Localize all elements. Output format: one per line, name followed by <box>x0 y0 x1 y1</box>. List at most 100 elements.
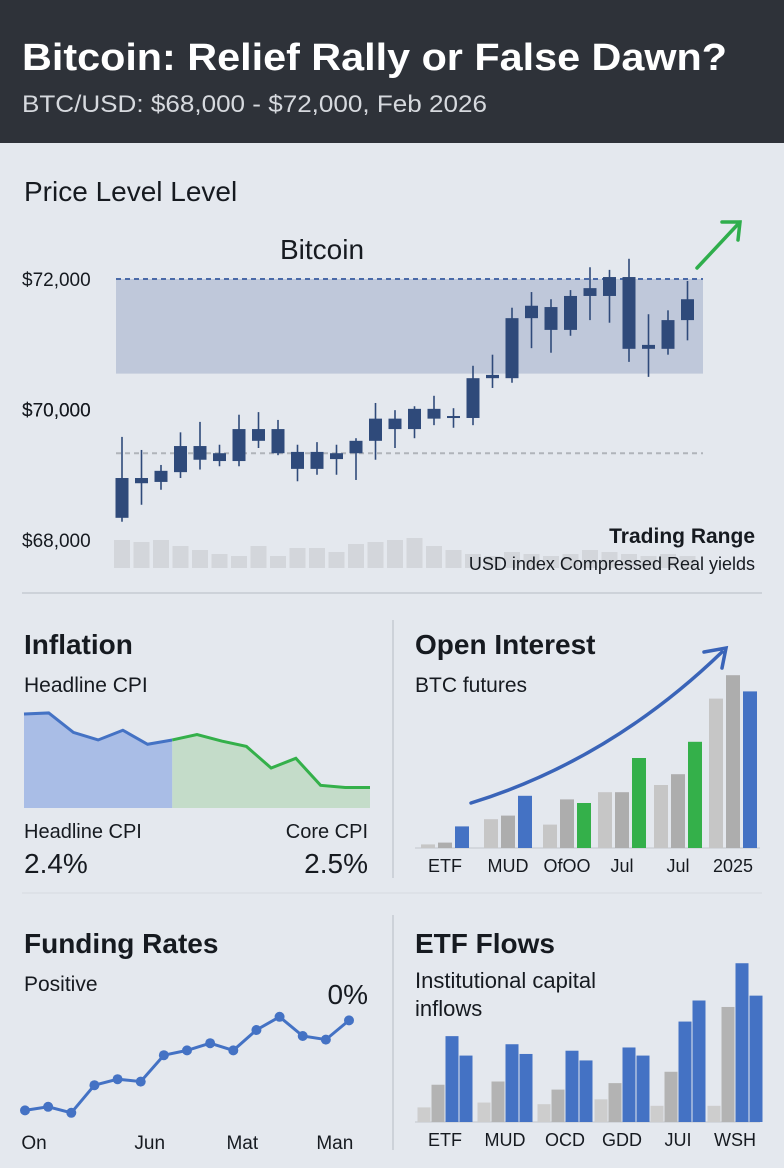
bar <box>551 1089 565 1122</box>
line <box>171 733 370 789</box>
candle-body <box>564 295 577 330</box>
point <box>66 1107 77 1118</box>
range-note: USD index Compressed Real yields <box>469 554 755 574</box>
volume-bar <box>309 548 325 568</box>
volume-bar <box>387 540 403 568</box>
point <box>135 1076 146 1087</box>
candle-body <box>135 478 148 484</box>
subtitle: BTC/USD: $68,000 - $72,000, Feb 2026 <box>22 91 487 118</box>
title: Bitcoin: Relief Rally or False Dawn? <box>22 37 727 79</box>
candle-body <box>213 453 226 462</box>
bar <box>726 675 740 848</box>
area-fill <box>24 712 173 808</box>
bar <box>654 785 668 848</box>
bar <box>622 1047 636 1122</box>
y-tick-label: $70,000 <box>22 401 91 422</box>
stat-label: Core CPI <box>286 821 368 843</box>
chart-title: Funding Rates <box>24 928 218 959</box>
point <box>158 1050 169 1061</box>
x-tick-label: Jun <box>134 1133 165 1154</box>
volume-bar <box>348 544 364 568</box>
range-label: Trading Range <box>609 525 755 548</box>
y-tick-label: $70,000 <box>22 401 91 422</box>
candle-body <box>583 288 597 296</box>
bar <box>501 815 515 848</box>
candle-body <box>427 408 441 419</box>
x-tick-label: Man <box>316 1133 353 1154</box>
volume-bar <box>465 554 481 568</box>
point <box>320 1034 331 1045</box>
bar <box>671 774 685 848</box>
bar <box>459 1055 473 1122</box>
volume-bar <box>153 540 169 568</box>
bar <box>537 1104 551 1122</box>
x-tick-label: Mat <box>226 1133 258 1154</box>
candle-body <box>544 307 558 330</box>
candle-body <box>252 429 265 441</box>
candle-body <box>193 446 207 460</box>
chart-subtitle: Headline CPI <box>24 674 148 697</box>
bar <box>707 1105 721 1122</box>
stat-value: 2.5% <box>304 848 368 879</box>
chart-subtitle: Positive <box>24 973 98 996</box>
candle-body <box>174 446 187 473</box>
candle-body <box>330 453 343 460</box>
volume-bar <box>289 548 306 568</box>
chart-title: Price Level Level <box>24 176 237 207</box>
x-tick-label: MUD <box>485 1130 526 1150</box>
candle-body <box>525 305 538 319</box>
volume-bar <box>231 556 247 568</box>
candle-body <box>291 451 304 469</box>
bar <box>484 819 498 848</box>
annotation: Bitcoin <box>280 234 364 265</box>
bar <box>594 1099 608 1122</box>
volume-bar <box>679 556 696 568</box>
x-tick-label: 2025 <box>713 856 753 876</box>
volume-bar <box>114 540 130 568</box>
bar <box>445 1036 459 1122</box>
volume-bar <box>504 552 520 568</box>
point <box>20 1105 30 1116</box>
bar <box>709 698 723 848</box>
bar <box>664 1071 678 1122</box>
bar <box>455 826 469 848</box>
chart-title: Inflation <box>24 629 133 660</box>
volume-bar <box>562 554 579 568</box>
volume-bar <box>543 556 559 568</box>
bar <box>721 1006 735 1122</box>
candle-body <box>486 374 499 379</box>
area-fill <box>172 734 370 808</box>
bar <box>505 1044 519 1122</box>
point <box>182 1045 192 1056</box>
x-tick-label: GDD <box>602 1130 642 1150</box>
chart-subtitle: inflows <box>415 996 482 1021</box>
x-tick-label: MUD <box>488 856 529 876</box>
volume-bar <box>367 542 384 568</box>
point <box>251 1025 262 1035</box>
candle-body <box>603 277 616 296</box>
point <box>43 1101 54 1112</box>
candle-body <box>466 378 480 418</box>
x-tick-label: WSH <box>714 1130 756 1150</box>
bar <box>560 799 574 848</box>
point <box>205 1038 216 1049</box>
bar <box>477 1102 491 1122</box>
stat-value: 2.4% <box>24 848 88 879</box>
volume-bar <box>406 538 423 568</box>
candle-body <box>232 429 246 462</box>
y-tick-label: $68,000 <box>22 531 91 552</box>
x-tick-label: On <box>21 1133 46 1154</box>
bar <box>678 1021 692 1122</box>
chart-title: ETF Flows <box>415 928 555 959</box>
volume-bar <box>445 550 462 568</box>
candle-body <box>661 320 675 349</box>
candle-body <box>349 440 363 454</box>
candle-body <box>622 277 636 349</box>
candle-body <box>115 478 129 518</box>
volume-bar <box>172 546 189 568</box>
candle-body <box>154 470 168 482</box>
point <box>344 1015 354 1026</box>
volume-bar <box>270 556 286 568</box>
candle-body <box>642 344 655 349</box>
